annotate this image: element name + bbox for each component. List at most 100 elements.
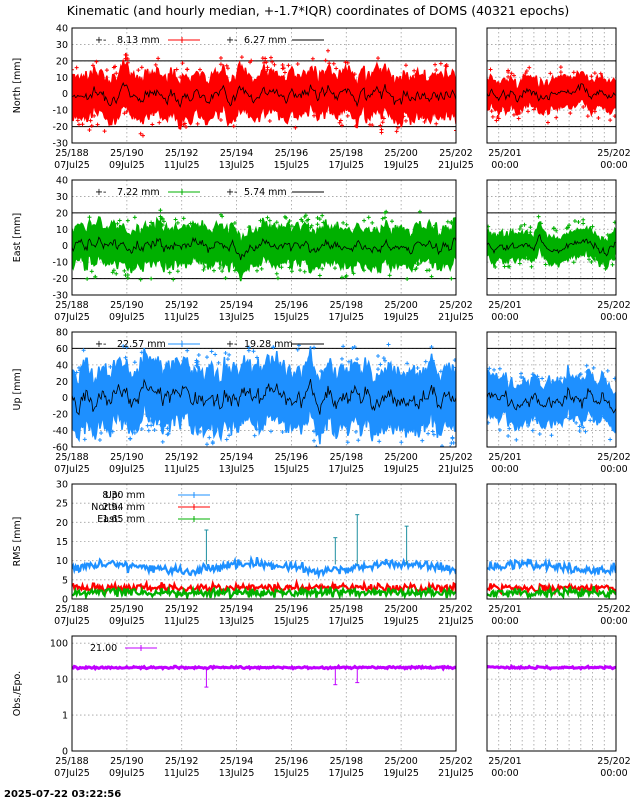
outlier-point (198, 67, 202, 72)
outlier-point (581, 105, 586, 110)
outlier-point (302, 269, 307, 274)
outlier-point (263, 56, 268, 61)
outlier-point (610, 262, 615, 267)
outlier-point (390, 219, 394, 224)
outlier-point (571, 260, 576, 265)
outlier-point (341, 220, 346, 225)
outlier-point (487, 224, 491, 229)
outlier-point (596, 115, 601, 120)
outlier-point (538, 221, 543, 226)
outlier-point (124, 109, 129, 114)
outlier-point (370, 220, 375, 225)
legend-marker (179, 37, 185, 43)
outlier-point (524, 68, 529, 73)
outlier-point (80, 122, 85, 127)
x-tick-label: 25/196 (275, 452, 308, 463)
outlier-point (339, 275, 344, 280)
hourly-median-line (72, 378, 456, 416)
x-tick-date: 21Jul25 (438, 616, 474, 627)
y-tick-label: 1 (62, 711, 68, 722)
x-tick-label-zoom: 25/202 (597, 756, 630, 767)
x-tick-label: 25/198 (330, 300, 363, 311)
x-tick-date: 21Jul25 (438, 160, 474, 171)
x-tick-label-zoom: 25/202 (597, 148, 630, 159)
x-tick-date: 21Jul25 (438, 464, 474, 475)
outlier-point (140, 133, 145, 138)
outlier-point (521, 376, 526, 381)
outlier-point (492, 367, 497, 372)
outlier-point (225, 66, 230, 71)
outlier-point (218, 212, 223, 217)
outlier-point (526, 109, 531, 114)
outlier-point (519, 224, 524, 229)
x-tick-label: 25/188 (55, 756, 88, 767)
outlier-point (528, 225, 533, 230)
outlier-point (75, 118, 80, 123)
outlier-point (90, 63, 95, 68)
x-tick-date: 19Jul25 (383, 768, 419, 779)
outlier-point (332, 266, 337, 271)
outlier-point (231, 124, 236, 129)
x-tick-date: 11Jul25 (164, 768, 200, 779)
outlier-point (125, 60, 130, 65)
hourly-median-line (487, 233, 616, 257)
outlier-point (196, 352, 201, 357)
outlier-point (383, 215, 388, 220)
outlier-point (534, 417, 539, 422)
outlier-point (184, 125, 189, 130)
x-tick-label: 25/194 (220, 300, 253, 311)
x-tick-label: 25/200 (384, 756, 417, 767)
y-axis-label-east: East [mm] (12, 213, 23, 262)
outlier-point (494, 118, 499, 123)
rms-line-up (72, 554, 456, 580)
outlier-point (529, 264, 534, 269)
x-tick-time-zoom: 00:00 (600, 464, 627, 475)
x-tick-date: 15Jul25 (274, 616, 310, 627)
outlier-point (124, 345, 129, 350)
x-tick-time-zoom: 00:00 (491, 160, 518, 171)
outlier-point (310, 56, 315, 61)
outlier-point (587, 257, 592, 262)
outlier-point (588, 418, 593, 423)
outlier-point (426, 431, 431, 436)
series-east-zoom (487, 214, 616, 271)
outlier-point (149, 423, 154, 428)
series-rms-zoom (487, 557, 616, 599)
outlier-point (123, 355, 128, 360)
outlier-point (287, 218, 292, 223)
outlier-point (399, 440, 404, 445)
outlier-point (227, 352, 232, 357)
y-tick-label: 0 (62, 89, 68, 100)
outlier-point (523, 71, 528, 76)
outlier-point (104, 68, 109, 73)
plot-frame (71, 179, 457, 296)
x-tick-label: 25/190 (110, 604, 143, 615)
y-tick-label: 10 (56, 675, 68, 686)
outlier-point (450, 435, 455, 440)
outlier-point (405, 276, 410, 281)
x-tick-date: 11Jul25 (164, 312, 200, 323)
outlier-point (590, 224, 595, 229)
outlier-point (89, 123, 94, 128)
y-tick-label: 40 (56, 24, 68, 35)
outlier-point (558, 70, 563, 75)
outlier-point (422, 119, 427, 124)
outlier-point (423, 359, 428, 364)
outlier-point (246, 345, 251, 350)
outlier-point (585, 114, 590, 119)
outlier-point (598, 71, 603, 76)
plot-frame-zoom (486, 483, 617, 600)
outlier-point (537, 432, 542, 437)
y-tick-label: -60 (52, 443, 68, 454)
outlier-point (489, 109, 494, 114)
x-tick-date: 19Jul25 (383, 312, 419, 323)
legend-label: North: (91, 502, 121, 513)
y-tick-label: 0 (62, 595, 68, 606)
outlier-point (178, 75, 183, 80)
outlier-point (82, 437, 87, 442)
outlier-point (449, 441, 454, 446)
outlier-point (160, 223, 165, 228)
outlier-point (488, 67, 493, 72)
outlier-point (430, 429, 435, 434)
legend-value-kinematic: 22.57 mm (117, 339, 166, 350)
